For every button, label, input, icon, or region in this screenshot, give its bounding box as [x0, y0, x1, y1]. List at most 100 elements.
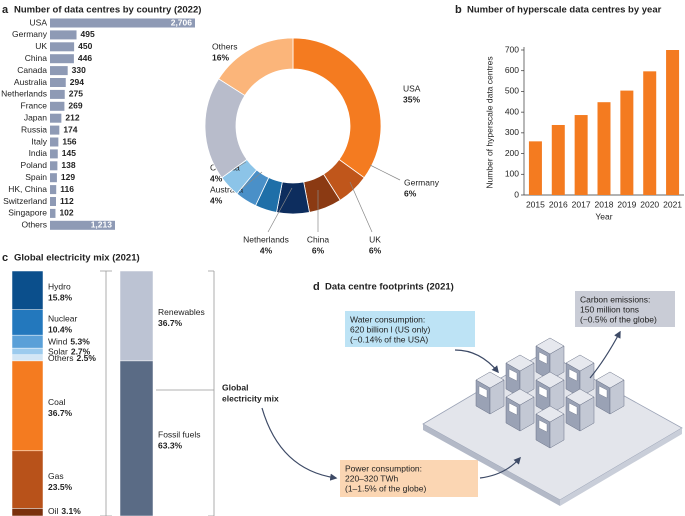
- slice-label: Australia: [210, 184, 243, 194]
- carbon-text: Carbon emissions:: [580, 294, 650, 304]
- panel-label: d: [313, 281, 320, 293]
- bracket: [100, 270, 215, 516]
- server-top: [505, 388, 535, 406]
- y-tick-label: 300: [505, 127, 519, 137]
- bar: [50, 149, 58, 159]
- value-label: 446: [78, 53, 92, 63]
- segment-value: 5.3%: [70, 337, 90, 347]
- category-label: USA: [30, 17, 48, 27]
- category-label: Germany: [12, 29, 48, 39]
- server-screen: [508, 368, 518, 382]
- power-box: [340, 460, 478, 497]
- server-top: [505, 354, 535, 372]
- leader-line: [267, 187, 293, 233]
- slice-label: Germany: [404, 177, 440, 187]
- value-label: 212: [65, 112, 79, 122]
- category-label: India: [29, 148, 48, 158]
- bar: [528, 141, 542, 195]
- segment-value: 23.5%: [48, 482, 73, 492]
- category-label: Poland: [21, 160, 48, 170]
- annotation: Global: [222, 382, 248, 392]
- chart-title: Global electricity mix (2021): [14, 253, 140, 264]
- category-label: UK: [35, 41, 47, 51]
- value-label: 174: [63, 124, 77, 134]
- value-label: 275: [69, 89, 83, 99]
- value-label: 450: [78, 41, 92, 51]
- bar: [50, 208, 56, 218]
- bar: [50, 78, 66, 87]
- segment: [119, 270, 154, 362]
- bar: [50, 125, 60, 135]
- water-text: (~0.14% of the USA): [350, 334, 428, 344]
- segment-name: Oil: [48, 506, 59, 516]
- panel-label: a: [2, 4, 9, 16]
- server-top: [565, 354, 595, 372]
- power-text: Power consumption:: [345, 463, 422, 473]
- segment: [11, 334, 44, 349]
- category-label: Italy: [31, 136, 47, 146]
- category-label: Russia: [21, 124, 47, 134]
- y-tick-label: 500: [505, 86, 519, 96]
- leader-line: [235, 161, 247, 169]
- category-label: Singapore: [8, 208, 47, 218]
- bar: [50, 197, 57, 206]
- donut-slice: [292, 37, 382, 179]
- platform-edge: [423, 424, 560, 506]
- power-text: 220–320 TWh: [345, 473, 399, 483]
- chart-title: Number of hyperscale data centres by yea…: [467, 5, 662, 16]
- segment-label: Oil 3.1%: [48, 506, 81, 516]
- slice-value: 35%: [403, 94, 420, 104]
- bar: [551, 124, 565, 195]
- server-screen: [478, 385, 488, 399]
- segment-name: Solar: [48, 347, 68, 357]
- carbon-box: [575, 291, 675, 327]
- x-tick-label: 2020: [640, 199, 659, 209]
- water-box: [345, 311, 475, 347]
- leader-line: [239, 171, 263, 191]
- x-tick-label: 2019: [617, 199, 636, 209]
- bar: [50, 137, 59, 147]
- power-text: (1–1.5% of the globe): [345, 483, 426, 493]
- server-top: [475, 371, 505, 389]
- segment-name: Fossil fuels: [158, 430, 201, 440]
- category-label: France: [21, 101, 48, 111]
- server-top: [565, 388, 595, 406]
- value-label: 1,213: [91, 220, 113, 230]
- x-axis-label: Year: [595, 211, 612, 221]
- leader-line: [369, 164, 401, 181]
- bar: [666, 50, 680, 195]
- server-screen: [598, 385, 608, 399]
- segment-label: Others 2.5%: [48, 353, 96, 363]
- bar: [50, 30, 77, 40]
- value-label: 102: [59, 208, 73, 218]
- bar: [50, 113, 62, 123]
- panel-label: c: [2, 252, 8, 264]
- value-label: 495: [81, 29, 95, 39]
- donut-slice: [218, 37, 294, 97]
- segment-name: Nuclear: [48, 314, 77, 324]
- slice-value: 6%: [369, 245, 382, 255]
- slice-label: China: [307, 234, 329, 244]
- segment-value: 3.1%: [61, 506, 81, 516]
- bar: [50, 161, 58, 171]
- bar: [50, 66, 68, 76]
- server-top: [595, 371, 625, 389]
- slice-label: Netherlands: [243, 234, 289, 244]
- value-label: 2,706: [171, 17, 193, 27]
- segment: [11, 270, 44, 310]
- bar: [643, 71, 657, 195]
- segment-name: Hydro: [48, 282, 71, 292]
- segment-name: Wind: [48, 337, 68, 347]
- category-label: Australia: [14, 77, 47, 87]
- category-label: Netherlands: [1, 89, 47, 99]
- panel-label: b: [455, 4, 462, 16]
- server-top: [535, 405, 565, 423]
- bar: [50, 173, 57, 183]
- value-label: 269: [68, 101, 82, 111]
- segment-value: 36.7%: [48, 408, 73, 418]
- leader-line: [349, 181, 373, 233]
- water-text: 620 billion l (US only): [350, 324, 430, 334]
- bar: [50, 18, 195, 28]
- annotation: electricity mix: [222, 393, 279, 403]
- bar: [50, 42, 75, 52]
